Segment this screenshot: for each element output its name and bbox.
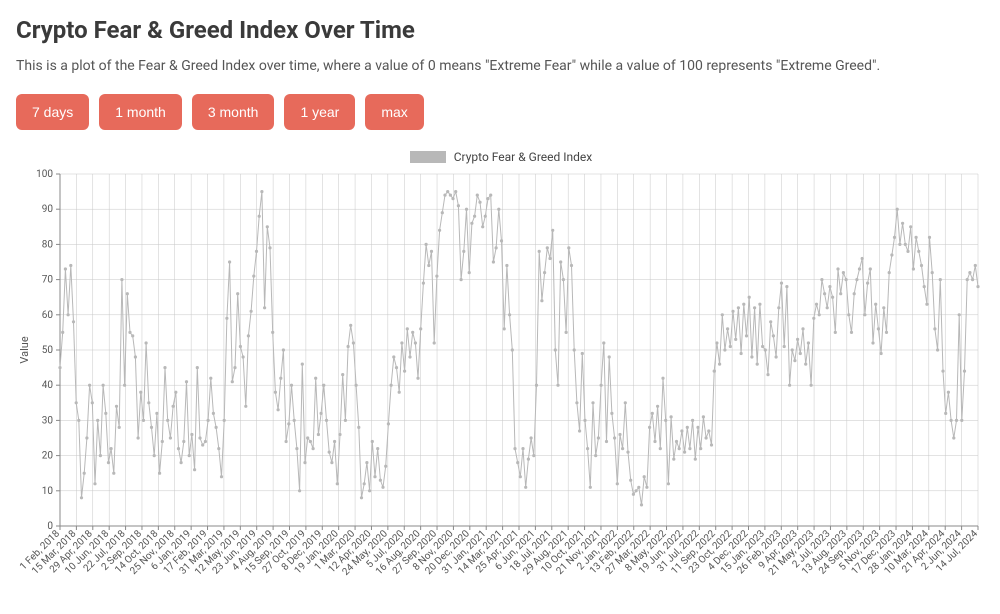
chart-container: Crypto Fear & Greed Index 01020304050607… xyxy=(16,150,986,598)
chart-description: This is a plot of the Fear & Greed Index… xyxy=(16,58,984,74)
range-7days-button[interactable]: 7 days xyxy=(16,94,89,130)
svg-text:40: 40 xyxy=(42,380,54,391)
svg-text:Value: Value xyxy=(18,336,31,363)
legend-label: Crypto Fear & Greed Index xyxy=(454,150,593,164)
svg-text:90: 90 xyxy=(42,204,54,215)
svg-text:100: 100 xyxy=(36,169,53,180)
range-buttons: 7 days 1 month 3 month 1 year max xyxy=(16,94,984,130)
fear-greed-line-chart: 01020304050607080901001 Feb, 201815 Mar,… xyxy=(16,168,986,598)
chart-legend: Crypto Fear & Greed Index xyxy=(16,150,986,164)
svg-text:20: 20 xyxy=(42,451,54,462)
range-max-button[interactable]: max xyxy=(365,94,423,130)
range-3month-button[interactable]: 3 month xyxy=(192,94,275,130)
svg-text:50: 50 xyxy=(42,345,54,356)
svg-text:60: 60 xyxy=(42,310,54,321)
range-1year-button[interactable]: 1 year xyxy=(284,94,355,130)
svg-text:30: 30 xyxy=(42,415,54,426)
page-title: Crypto Fear & Greed Index Over Time xyxy=(16,16,984,44)
svg-text:80: 80 xyxy=(42,239,54,250)
range-1month-button[interactable]: 1 month xyxy=(99,94,182,130)
legend-color-swatch xyxy=(410,151,446,163)
svg-text:70: 70 xyxy=(42,275,54,286)
svg-text:10: 10 xyxy=(42,486,54,497)
